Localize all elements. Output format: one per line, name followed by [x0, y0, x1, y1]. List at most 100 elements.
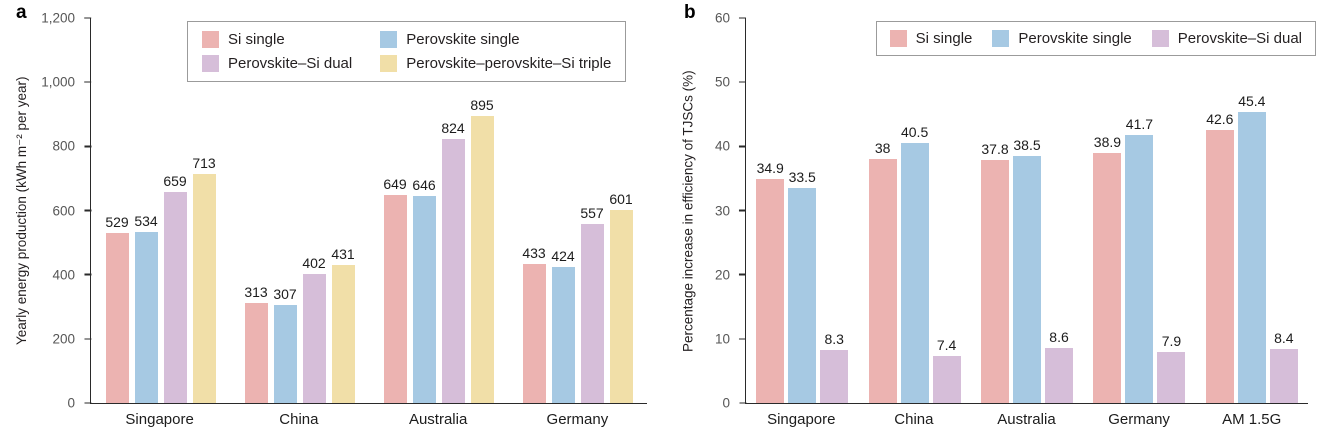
legend-swatch [889, 30, 907, 47]
bar-group: 38.9 41.7 7.9 [1083, 18, 1195, 403]
bar: 38.5 [1013, 137, 1042, 403]
bar-value-label: 307 [273, 285, 297, 302]
y-axis-tick-label: 1,200 [41, 10, 75, 26]
y-axis-tick: 0 [722, 396, 746, 411]
category-label: Australia [408, 411, 468, 428]
legend-item: Si single [202, 31, 352, 48]
bar-value-label: 38 [874, 140, 891, 157]
y-axis-tick: 200 [52, 331, 91, 346]
bar-value-label: 649 [383, 175, 407, 192]
y-axis-tick-mark [739, 145, 746, 148]
y-axis-tick-mark [739, 338, 746, 340]
y-axis-tick-label: 40 [714, 138, 730, 154]
y-axis-tick: 400 [52, 267, 91, 282]
bar: 8.4 [1269, 330, 1298, 403]
bar-group: 38 40.5 7.4 [858, 18, 970, 403]
bar: 534 [134, 213, 158, 403]
bar: 42.6 [1205, 111, 1234, 403]
bar-group: 433 424 557 601 [508, 18, 647, 403]
legend-item: Perovskite single [380, 31, 611, 48]
category-label: Australia [997, 411, 1056, 428]
legend-swatch [992, 30, 1010, 47]
bar: 8.3 [820, 331, 849, 403]
legend-item: Perovskite single [992, 30, 1132, 47]
y-axis-tick: 1,000 [41, 75, 91, 90]
legend-swatch [1151, 30, 1169, 47]
bar: 433 [522, 245, 546, 403]
bar: 431 [331, 246, 355, 403]
category-label: Singapore [125, 411, 194, 428]
bar: 895 [470, 97, 494, 403]
y-axis-tick-label: 30 [714, 203, 730, 218]
bar-value-label: 824 [441, 119, 465, 136]
category-label: Germany [1108, 411, 1170, 428]
bar: 33.5 [788, 169, 817, 403]
bar: 7.9 [1157, 333, 1186, 403]
y-axis-tick-mark [739, 17, 746, 19]
bar-value-label: 433 [522, 245, 546, 262]
bar-value-label: 313 [244, 283, 268, 300]
bar: 659 [163, 173, 187, 403]
category-label: China [894, 411, 934, 428]
y-axis-tick-mark [739, 402, 746, 404]
bar: 38.9 [1093, 134, 1122, 403]
legend-label: Perovskite–perovskite–Si triple [406, 55, 612, 72]
bar-value-label: 8.4 [1274, 330, 1294, 347]
y-axis-tick-mark [84, 17, 91, 19]
y-axis-tick-mark [739, 273, 746, 276]
bar-value-label: 601 [609, 191, 633, 208]
y-axis-tick: 50 [715, 75, 746, 90]
y-axis-tick: 60 [715, 11, 746, 26]
y-axis-tick-label: 800 [52, 138, 75, 154]
bar-value-label: 424 [551, 247, 575, 264]
bar-value-label: 45.4 [1238, 92, 1266, 109]
panel-b-chart-area: 0 10 20 30 40 50 60 34.9 33.5 8.3 38 40.5 7.4 37.8 38.… [715, 11, 1308, 428]
legend-item: Perovskite–Si dual [1151, 30, 1302, 47]
panel-b-plot: 0 10 20 30 40 50 60 34.9 33.5 8.3 38 40.5 7.4 37.8 38.… [715, 11, 1308, 411]
bar-value-label: 33.5 [788, 169, 816, 186]
y-axis-tick-label: 600 [52, 203, 75, 218]
bar-group: 649 646 824 895 [369, 18, 508, 403]
category-label: Singapore [767, 411, 836, 428]
legend-label: Si single [228, 31, 285, 48]
panel-a-letter: a [16, 2, 27, 23]
bar-group: 313 307 402 431 [230, 18, 369, 403]
bar: 38 [868, 140, 897, 403]
bar-value-label: 8.3 [824, 330, 844, 347]
bar-value-label: 713 [192, 155, 216, 172]
bar-value-label: 895 [470, 96, 494, 113]
bar-group: 529 534 659 713 [91, 18, 230, 403]
legend-label: Si single [915, 30, 973, 47]
y-axis-tick: 20 [715, 267, 746, 282]
legend-label: Perovskite–Si dual [228, 55, 353, 72]
bar: 649 [383, 176, 407, 403]
panel-a-chart-area: 0 200 400 600 800 1,000 1,200 529 534 659 713 313 30… [41, 11, 647, 428]
panel-b-category-labels: Singapore China Australia Germany AM 1.5G [745, 411, 1308, 428]
y-axis-tick: 40 [715, 139, 746, 154]
bar-value-label: 8.6 [1049, 328, 1069, 345]
bar-value-label: 41.7 [1125, 116, 1154, 133]
y-axis-tick: 800 [52, 139, 91, 154]
bar-group: 34.9 33.5 8.3 [746, 18, 858, 403]
bar: 40.5 [900, 124, 929, 403]
category-label: Germany [546, 411, 609, 428]
legend-label: Perovskite single [1018, 30, 1132, 47]
bar: 424 [551, 248, 575, 403]
y-axis-tick: 0 [67, 396, 91, 411]
panel-a-y-axis-label: Yearly energy production (kWh m⁻² per ye… [14, 76, 29, 346]
bar: 402 [302, 255, 326, 403]
legend-swatch [380, 31, 398, 48]
y-axis-tick-label: 50 [714, 74, 730, 90]
y-axis-tick-label: 20 [714, 267, 730, 283]
bar-value-label: 38.9 [1093, 134, 1122, 151]
panel-a-legend: Si single Perovskite single Perovskite–Si … [187, 21, 627, 82]
y-axis-tick: 600 [52, 203, 91, 218]
y-axis-tick: 10 [715, 331, 746, 346]
bar: 529 [105, 214, 129, 403]
y-axis-tick-label: 1,000 [41, 74, 75, 90]
bar: 41.7 [1125, 116, 1154, 403]
bar: 7.4 [932, 337, 961, 403]
legend-label: Perovskite–Si dual [1177, 30, 1302, 47]
y-axis-tick-label: 400 [52, 267, 75, 283]
category-label: China [279, 411, 319, 428]
